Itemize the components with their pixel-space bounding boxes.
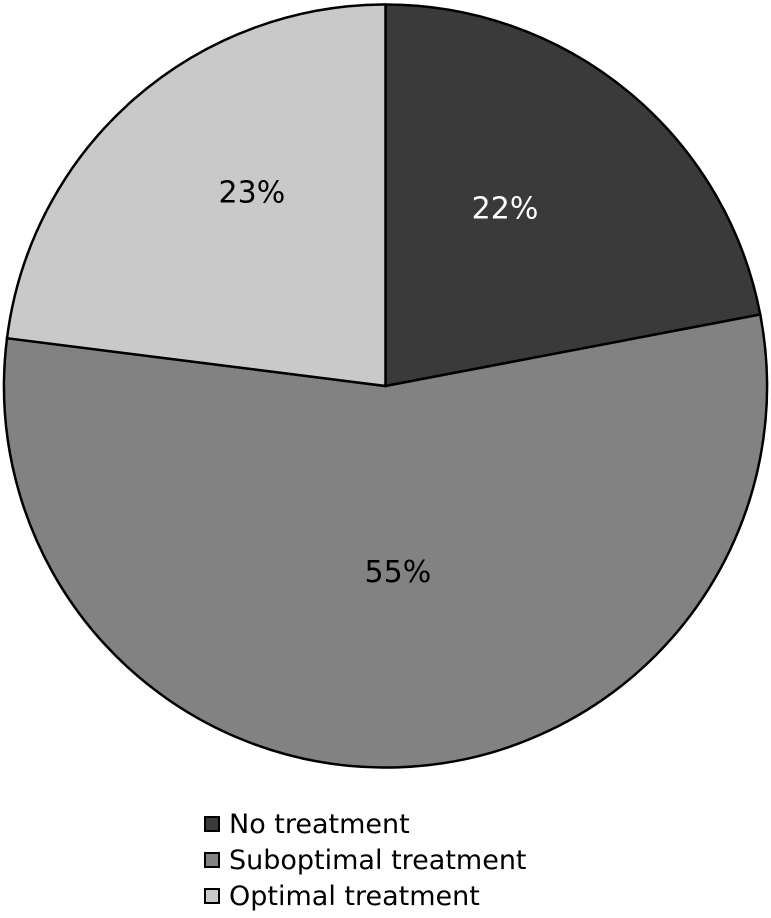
- legend-label-suboptimal-treatment: Suboptimal treatment: [229, 844, 527, 876]
- legend-item-no-treatment: No treatment: [204, 806, 527, 842]
- legend-label-no-treatment: No treatment: [229, 808, 410, 840]
- legend-swatch-optimal-treatment: [204, 888, 220, 904]
- legend: No treatment Suboptimal treatment Optima…: [204, 806, 527, 914]
- slice-label-no-treatment: 22%: [472, 191, 539, 226]
- slice-label-optimal-treatment: 23%: [219, 176, 286, 211]
- legend-item-optimal-treatment: Optimal treatment: [204, 878, 527, 914]
- slice-label-suboptimal-treatment: 55%: [365, 555, 432, 590]
- pie-slice-optimal-treatment: [5, 3, 387, 388]
- legend-swatch-no-treatment: [204, 816, 220, 832]
- pie-slice-suboptimal-treatment: [2, 313, 769, 769]
- legend-item-suboptimal-treatment: Suboptimal treatment: [204, 842, 527, 878]
- pie-slice-no-treatment: [384, 3, 762, 388]
- pie-chart: 22% 55% 23%: [2, 3, 769, 769]
- legend-swatch-suboptimal-treatment: [204, 852, 220, 868]
- legend-label-optimal-treatment: Optimal treatment: [229, 880, 480, 912]
